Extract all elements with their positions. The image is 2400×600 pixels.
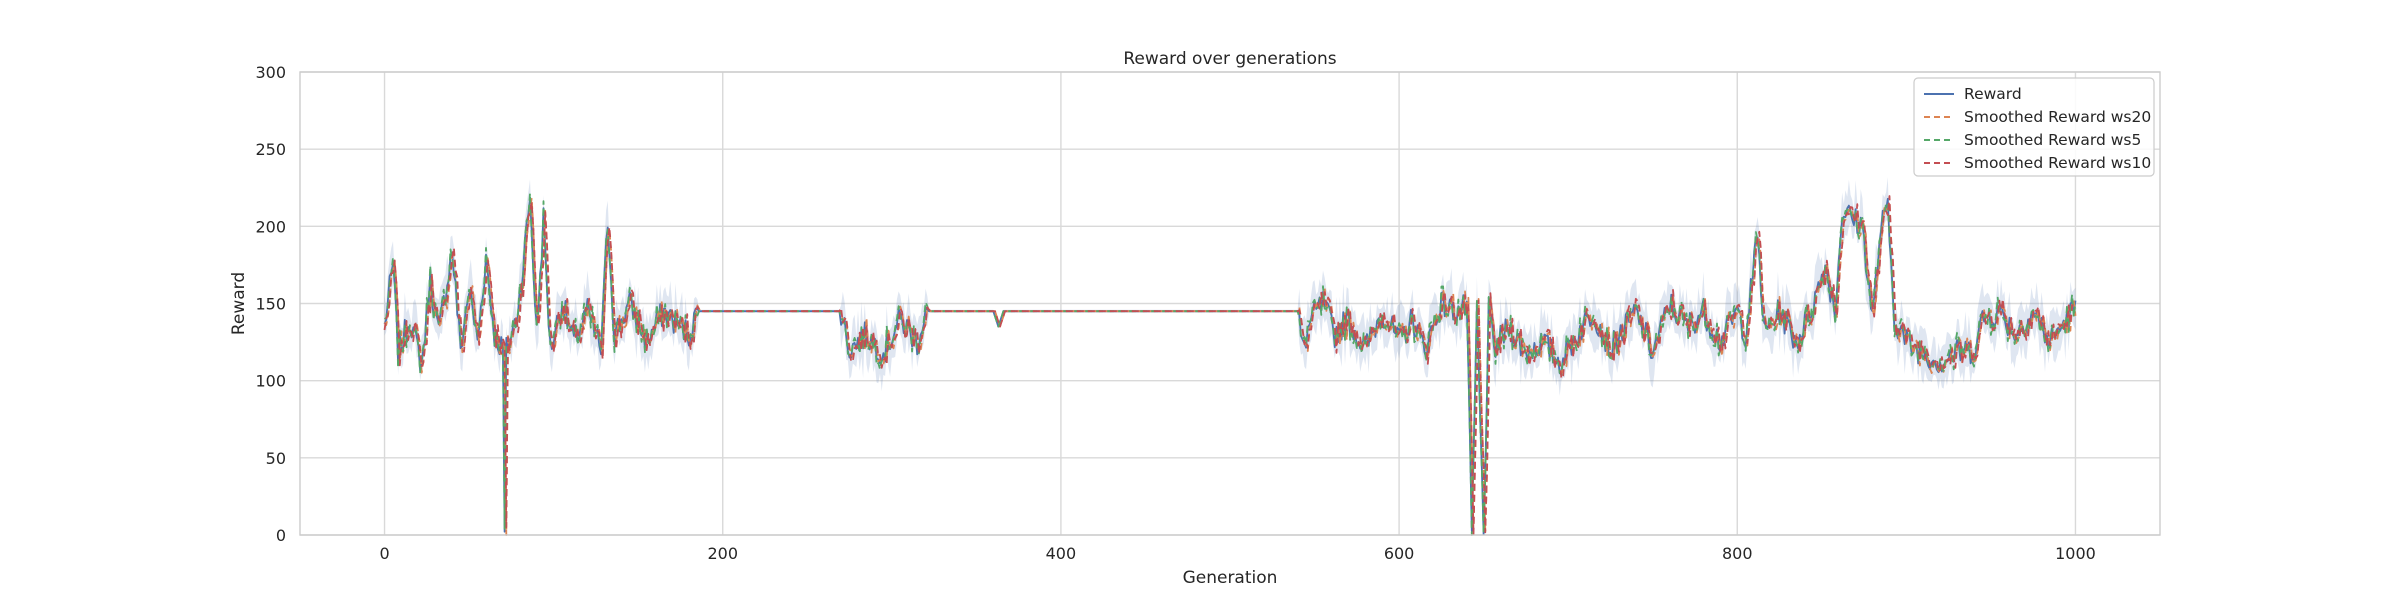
series-lines <box>383 192 2077 536</box>
smoothed-ws5-line <box>384 192 2077 536</box>
legend: Reward Smoothed Reward ws20 Smoothed Rewar… <box>1913 77 2155 177</box>
legend-label: Smoothed Reward ws20 <box>1964 108 2151 126</box>
x-tick-label: 1000 <box>2055 544 2096 563</box>
x-tick-label: 200 <box>707 544 738 563</box>
smoothed-ws10-line <box>383 195 2077 536</box>
legend-label: Smoothed Reward ws10 <box>1964 154 2151 172</box>
y-tick-label: 300 <box>255 63 286 82</box>
x-tick-label: 0 <box>379 544 389 563</box>
x-tick-label: 400 <box>1046 544 1077 563</box>
legend-label: Smoothed Reward ws5 <box>1964 131 2141 149</box>
legend-box <box>1913 77 2155 177</box>
legend-label: Reward <box>1964 85 2022 103</box>
y-tick-label: 100 <box>255 372 286 391</box>
y-tick-label: 50 <box>266 449 286 468</box>
x-tick-label: 600 <box>1384 544 1415 563</box>
plot-frame <box>299 71 2161 536</box>
x-axis-label: Generation <box>1183 568 1278 588</box>
y-tick-label: 0 <box>276 526 286 545</box>
y-axis-label: Reward <box>229 272 249 335</box>
chart-title: Reward over generations <box>1123 49 1336 69</box>
y-tick-label: 200 <box>255 217 286 236</box>
y-tick-label: 150 <box>255 295 286 314</box>
x-tick-label: 800 <box>1722 544 1753 563</box>
tick-labels: 0 200 400 600 800 1000 0 50 100 150 200 250 300 <box>255 63 2095 563</box>
y-tick-label: 250 <box>255 140 286 159</box>
